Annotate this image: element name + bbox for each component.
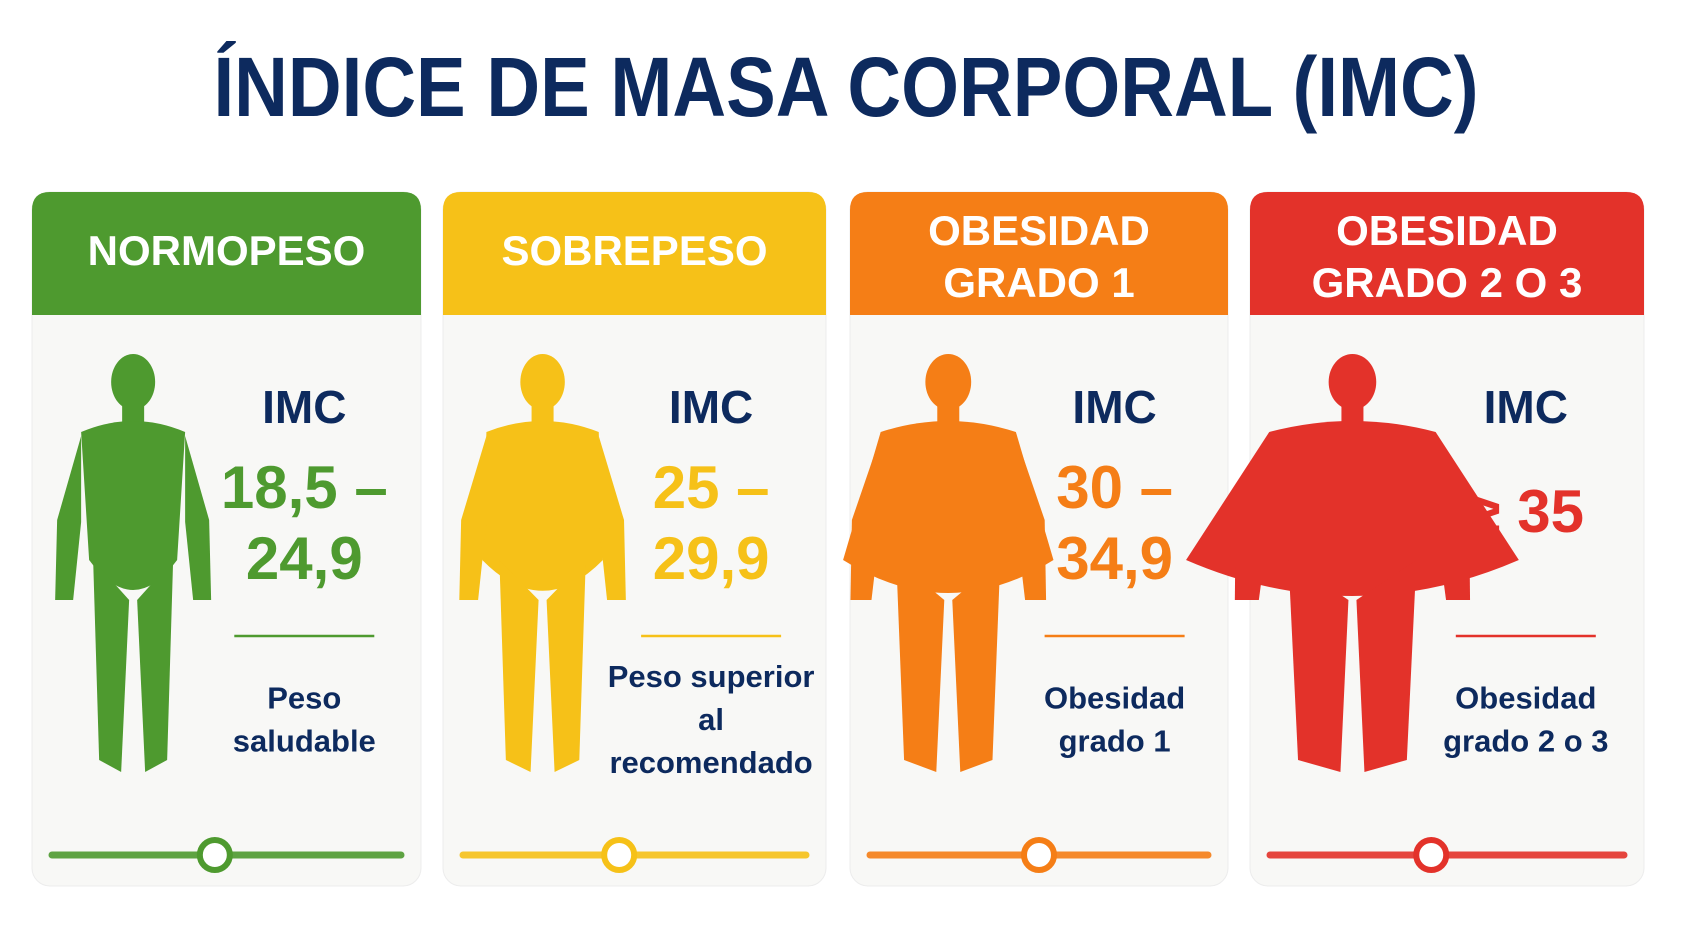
- imc-range: 25 –: [653, 454, 770, 521]
- description: grado 1: [1059, 724, 1171, 759]
- imc-label: IMC: [262, 381, 346, 433]
- card-header: [1250, 192, 1644, 315]
- silhouette: [459, 354, 626, 772]
- neck: [122, 402, 145, 426]
- head: [111, 354, 156, 410]
- description: Peso superior: [608, 659, 815, 694]
- head: [1328, 354, 1377, 410]
- leg-right: [1356, 560, 1417, 772]
- leg-right: [137, 560, 174, 772]
- torso: [482, 421, 603, 591]
- leg-left: [896, 560, 945, 772]
- silhouette: [55, 354, 212, 772]
- head: [520, 354, 565, 410]
- description: Obesidad: [1044, 681, 1185, 716]
- description: Obesidad: [1455, 681, 1596, 716]
- imc-label: IMC: [1072, 381, 1156, 433]
- arm-right: [598, 436, 626, 600]
- scale-knob: [196, 837, 233, 873]
- card-title: OBESIDAD: [928, 207, 1150, 254]
- description: saludable: [233, 724, 376, 759]
- card-header: [850, 192, 1228, 315]
- card-title: NORMOPESO: [88, 227, 366, 274]
- leg-right: [952, 560, 1001, 772]
- imc-label: IMC: [669, 381, 753, 433]
- arm-right: [1435, 436, 1471, 600]
- arm-left: [459, 436, 487, 600]
- scale-knob: [1021, 837, 1057, 873]
- silhouette: [1186, 354, 1519, 772]
- head: [925, 354, 972, 410]
- neck: [531, 402, 554, 426]
- silhouette: [843, 354, 1054, 772]
- card: NORMOPESO IMC 18,5 –24,9 Peso saludable: [31, 191, 422, 887]
- leg-left: [1288, 560, 1349, 772]
- leg-left: [499, 560, 539, 772]
- card-title: GRADO 1: [943, 259, 1134, 306]
- title: ÍNDICE DE MASA CORPORAL (IMC): [214, 40, 1479, 134]
- arm-left: [1234, 436, 1270, 600]
- card-title: OBESIDAD: [1336, 207, 1558, 254]
- imc-range: 30 –: [1056, 454, 1173, 521]
- neck: [1341, 402, 1364, 426]
- scale-knob: [1413, 837, 1450, 873]
- card-header: [443, 192, 826, 315]
- leg-left: [93, 560, 130, 772]
- imc-range: ≥ 35: [1468, 478, 1584, 545]
- imc-range: 34,9: [1056, 525, 1173, 592]
- description: grado 2 o 3: [1443, 724, 1608, 759]
- card: OBESIDAD GRADO 2 O 3 IMC ≥ 35 Obesidad grado …: [1186, 191, 1645, 887]
- arm-right: [185, 436, 212, 600]
- leg-right: [546, 560, 586, 772]
- scale-knob: [601, 837, 638, 873]
- card-title: GRADO 2 O 3: [1312, 259, 1583, 306]
- description: Peso: [267, 681, 341, 716]
- imc-range: 18,5 –: [221, 454, 388, 521]
- arm-right: [1015, 436, 1047, 600]
- card-title: SOBREPESO: [501, 227, 767, 274]
- card-header: [32, 192, 421, 315]
- torso: [81, 421, 186, 590]
- card: OBESIDAD GRADO 1 IMC 30 –34,9 Obesidad grado …: [843, 191, 1229, 887]
- imc-range: 24,9: [246, 525, 363, 592]
- imc-label: IMC: [1484, 381, 1568, 433]
- arm-left: [850, 436, 881, 600]
- imc-range: 29,9: [653, 525, 770, 592]
- description: recomendado: [609, 745, 812, 780]
- description: al: [698, 702, 724, 737]
- card: SOBREPESO IMC 25 –29,9 Peso superior al recom…: [442, 191, 827, 887]
- neck: [937, 402, 960, 426]
- torso: [843, 421, 1054, 593]
- arm-left: [55, 436, 82, 600]
